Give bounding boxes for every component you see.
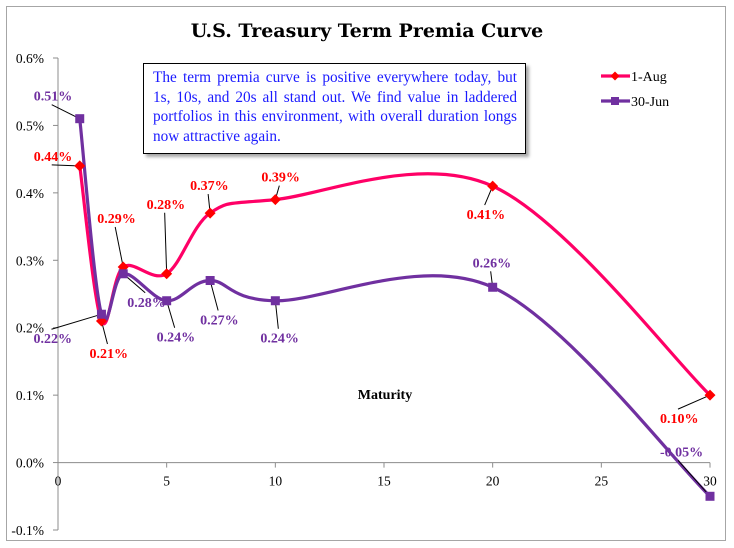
data-point-square <box>75 114 85 124</box>
data-label: 0.28% <box>147 198 186 213</box>
y-tick-label: 0.2% <box>16 321 44 336</box>
data-point-square <box>205 276 215 286</box>
data-label: 0.51% <box>34 90 73 105</box>
data-label: 0.21% <box>89 347 128 362</box>
legend[interactable]: 1-Aug 30-Jun <box>601 70 669 110</box>
y-tick-label: 0.6% <box>16 51 44 66</box>
label-leader-line <box>51 314 100 330</box>
data-label: 0.29% <box>97 212 136 227</box>
data-point-square <box>96 309 106 319</box>
data-point-diamond <box>487 180 499 192</box>
label-leader-line <box>51 164 78 167</box>
legend-square-marker <box>611 97 619 105</box>
series-lines <box>78 118 712 498</box>
legend-diamond-marker <box>610 71 620 81</box>
legend-label: 1-Aug <box>631 70 667 85</box>
label-leader-line <box>114 226 124 266</box>
data-point-diamond <box>74 160 86 172</box>
data-label: -0.05% <box>660 445 703 460</box>
data-point-square <box>705 491 715 501</box>
data-point-diamond <box>269 194 281 206</box>
y-tick-label: 0.4% <box>16 186 44 201</box>
data-label: 0.27% <box>200 314 239 329</box>
legend-item-30-jun[interactable]: 30-Jun <box>601 95 669 110</box>
data-label: 0.28% <box>127 296 166 311</box>
data-point-square <box>488 282 498 292</box>
x-tick-label: 20 <box>486 474 500 489</box>
data-point-square <box>270 296 280 306</box>
data-label: 0.39% <box>261 171 300 186</box>
data-label: 0.22% <box>33 332 72 347</box>
data-point-diamond <box>704 389 716 401</box>
label-leader-line <box>677 395 709 410</box>
x-tick-label: 25 <box>595 474 609 489</box>
label-leader-line <box>484 187 493 206</box>
data-label: 0.44% <box>34 150 73 165</box>
data-label: 0.26% <box>473 256 512 271</box>
x-tick-label: 15 <box>377 474 391 489</box>
label-leader-line <box>275 302 279 329</box>
y-tick-label: 0.3% <box>16 253 44 268</box>
label-leader-line <box>101 322 108 345</box>
data-point-square <box>118 269 128 279</box>
data-label: 0.37% <box>190 179 229 194</box>
label-leader-line <box>210 282 219 311</box>
label-leader-line <box>124 274 146 294</box>
y-tick-label: -0.1% <box>11 523 44 538</box>
x-tick-label: 0 <box>55 474 62 489</box>
label-leader-line <box>166 302 176 328</box>
data-labels: 0.44% 0.21% 0.29% 0.28% 0.37% 0.39% 0.41% 0.10%… <box>33 90 703 461</box>
y-tick-label: 0.1% <box>16 388 44 403</box>
annotation-box: The term premia curve is positive everyw… <box>143 63 526 154</box>
legend-item-1-aug[interactable]: 1-Aug <box>601 70 667 85</box>
label-leaders <box>51 104 710 496</box>
data-label: 0.41% <box>467 208 506 223</box>
x-axis-title: Maturity <box>358 388 412 403</box>
label-leader-line <box>164 212 168 272</box>
data-point-diamond <box>204 207 216 219</box>
data-label: 0.24% <box>260 332 299 347</box>
x-tick-label: 5 <box>163 474 170 489</box>
y-tick-label: 0.0% <box>16 456 44 471</box>
legend-label: 30-Jun <box>631 95 669 110</box>
x-tick-label: 30 <box>703 474 717 489</box>
y-tick-label: 0.5% <box>16 118 44 133</box>
chart-title: U.S. Treasury Term Premia Curve <box>191 20 544 42</box>
label-leader-line <box>677 459 710 496</box>
data-label: 0.10% <box>660 412 699 427</box>
data-label: 0.24% <box>157 331 196 346</box>
label-leader-line <box>51 104 79 119</box>
data-point-diamond <box>161 268 173 280</box>
x-tick-label: 10 <box>269 474 283 489</box>
axes: -0.1% 0.0% 0.1% 0.2% 0.3% 0.4% 0.5% 0.6% 0 5 10 15 2… <box>11 51 717 538</box>
data-point-square <box>162 296 172 306</box>
series-markers <box>74 114 716 501</box>
